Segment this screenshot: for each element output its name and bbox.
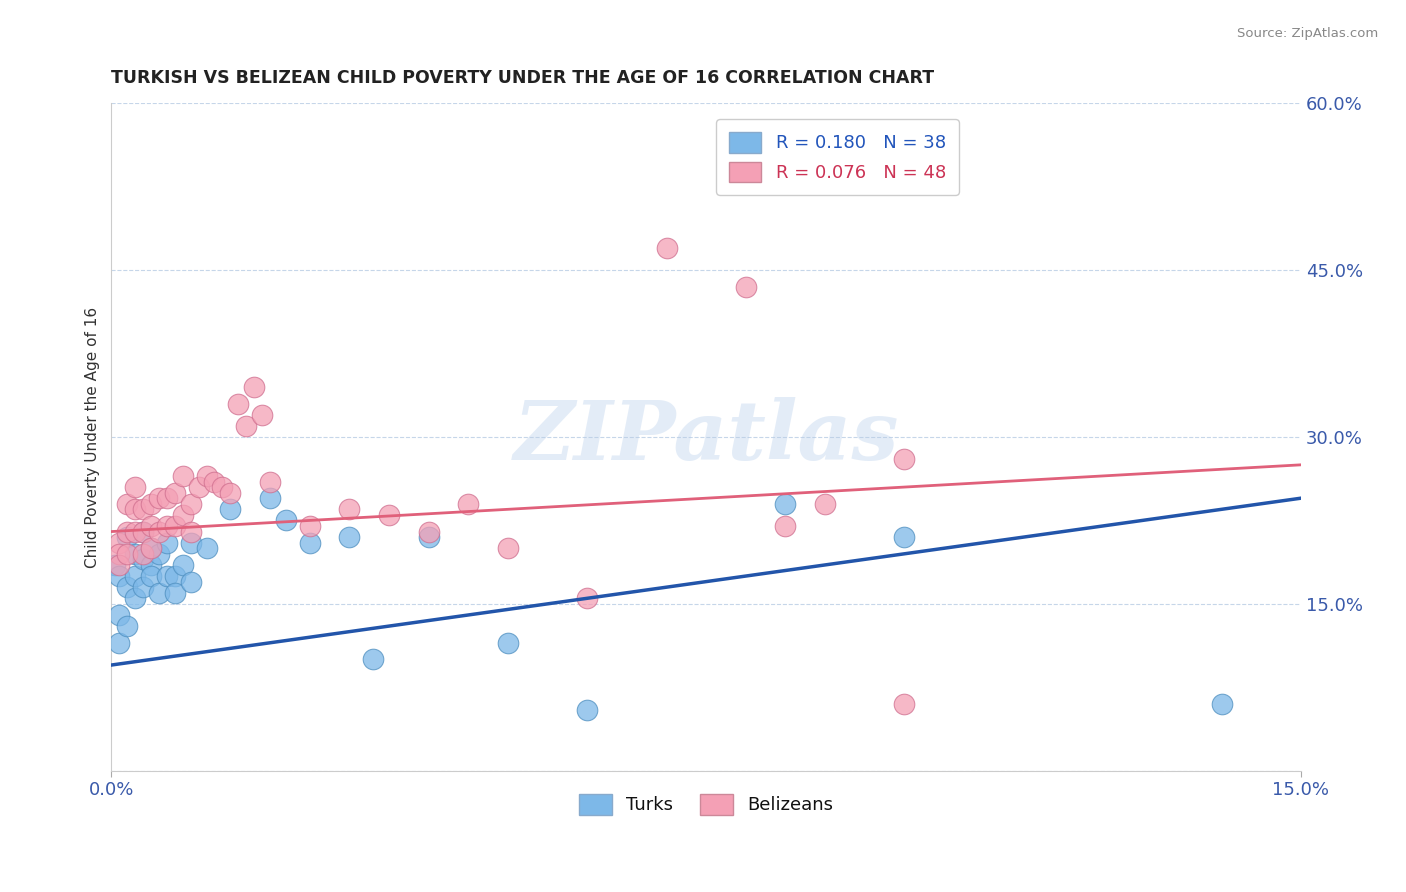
Point — [132, 524, 155, 539]
Point — [163, 569, 186, 583]
Point — [219, 485, 242, 500]
Point — [243, 380, 266, 394]
Point — [496, 636, 519, 650]
Point — [148, 491, 170, 506]
Point — [156, 491, 179, 506]
Point — [655, 241, 678, 255]
Point — [172, 508, 194, 522]
Point — [893, 452, 915, 467]
Point — [108, 636, 131, 650]
Text: ZIPatlas: ZIPatlas — [513, 397, 898, 477]
Point — [132, 547, 155, 561]
Point — [1211, 697, 1233, 711]
Point — [496, 541, 519, 556]
Point — [259, 491, 281, 506]
Point — [139, 569, 162, 583]
Point — [418, 530, 440, 544]
Point — [180, 574, 202, 589]
Point — [139, 497, 162, 511]
Point — [775, 519, 797, 533]
Point — [124, 547, 146, 561]
Point — [204, 475, 226, 489]
Point — [132, 552, 155, 566]
Text: Source: ZipAtlas.com: Source: ZipAtlas.com — [1237, 27, 1378, 40]
Legend: Turks, Belizeans: Turks, Belizeans — [572, 787, 841, 822]
Point — [250, 408, 273, 422]
Point — [180, 497, 202, 511]
Point — [211, 480, 233, 494]
Point — [117, 619, 139, 633]
Point — [156, 519, 179, 533]
Point — [576, 702, 599, 716]
Point — [298, 519, 321, 533]
Point — [108, 607, 131, 622]
Point — [298, 535, 321, 549]
Point — [163, 519, 186, 533]
Point — [117, 524, 139, 539]
Point — [139, 558, 162, 572]
Point — [226, 397, 249, 411]
Point — [361, 652, 384, 666]
Point — [195, 541, 218, 556]
Point — [180, 535, 202, 549]
Point — [172, 469, 194, 483]
Point — [378, 508, 401, 522]
Point — [132, 502, 155, 516]
Point — [893, 697, 915, 711]
Point — [156, 569, 179, 583]
Point — [148, 524, 170, 539]
Point — [139, 541, 162, 556]
Point — [259, 475, 281, 489]
Point — [274, 513, 297, 527]
Y-axis label: Child Poverty Under the Age of 16: Child Poverty Under the Age of 16 — [86, 307, 100, 567]
Point — [163, 485, 186, 500]
Point — [235, 418, 257, 433]
Point — [124, 569, 146, 583]
Point — [124, 591, 146, 606]
Point — [156, 535, 179, 549]
Point — [219, 502, 242, 516]
Point — [108, 569, 131, 583]
Point — [814, 497, 837, 511]
Point — [337, 530, 360, 544]
Point — [132, 580, 155, 594]
Point — [139, 519, 162, 533]
Text: TURKISH VS BELIZEAN CHILD POVERTY UNDER THE AGE OF 16 CORRELATION CHART: TURKISH VS BELIZEAN CHILD POVERTY UNDER … — [111, 69, 935, 87]
Point — [117, 530, 139, 544]
Point — [148, 586, 170, 600]
Point — [172, 558, 194, 572]
Point — [734, 280, 756, 294]
Point — [893, 530, 915, 544]
Point — [124, 524, 146, 539]
Point — [418, 524, 440, 539]
Point — [337, 502, 360, 516]
Point — [148, 547, 170, 561]
Point — [180, 524, 202, 539]
Point — [576, 591, 599, 606]
Point — [195, 469, 218, 483]
Point — [139, 541, 162, 556]
Point — [187, 480, 209, 494]
Point — [117, 497, 139, 511]
Point — [124, 502, 146, 516]
Point — [104, 558, 127, 572]
Point — [108, 558, 131, 572]
Point — [108, 535, 131, 549]
Point — [775, 497, 797, 511]
Point — [124, 480, 146, 494]
Point — [117, 547, 139, 561]
Point — [108, 547, 131, 561]
Point — [163, 586, 186, 600]
Point — [117, 580, 139, 594]
Point — [457, 497, 479, 511]
Point — [132, 524, 155, 539]
